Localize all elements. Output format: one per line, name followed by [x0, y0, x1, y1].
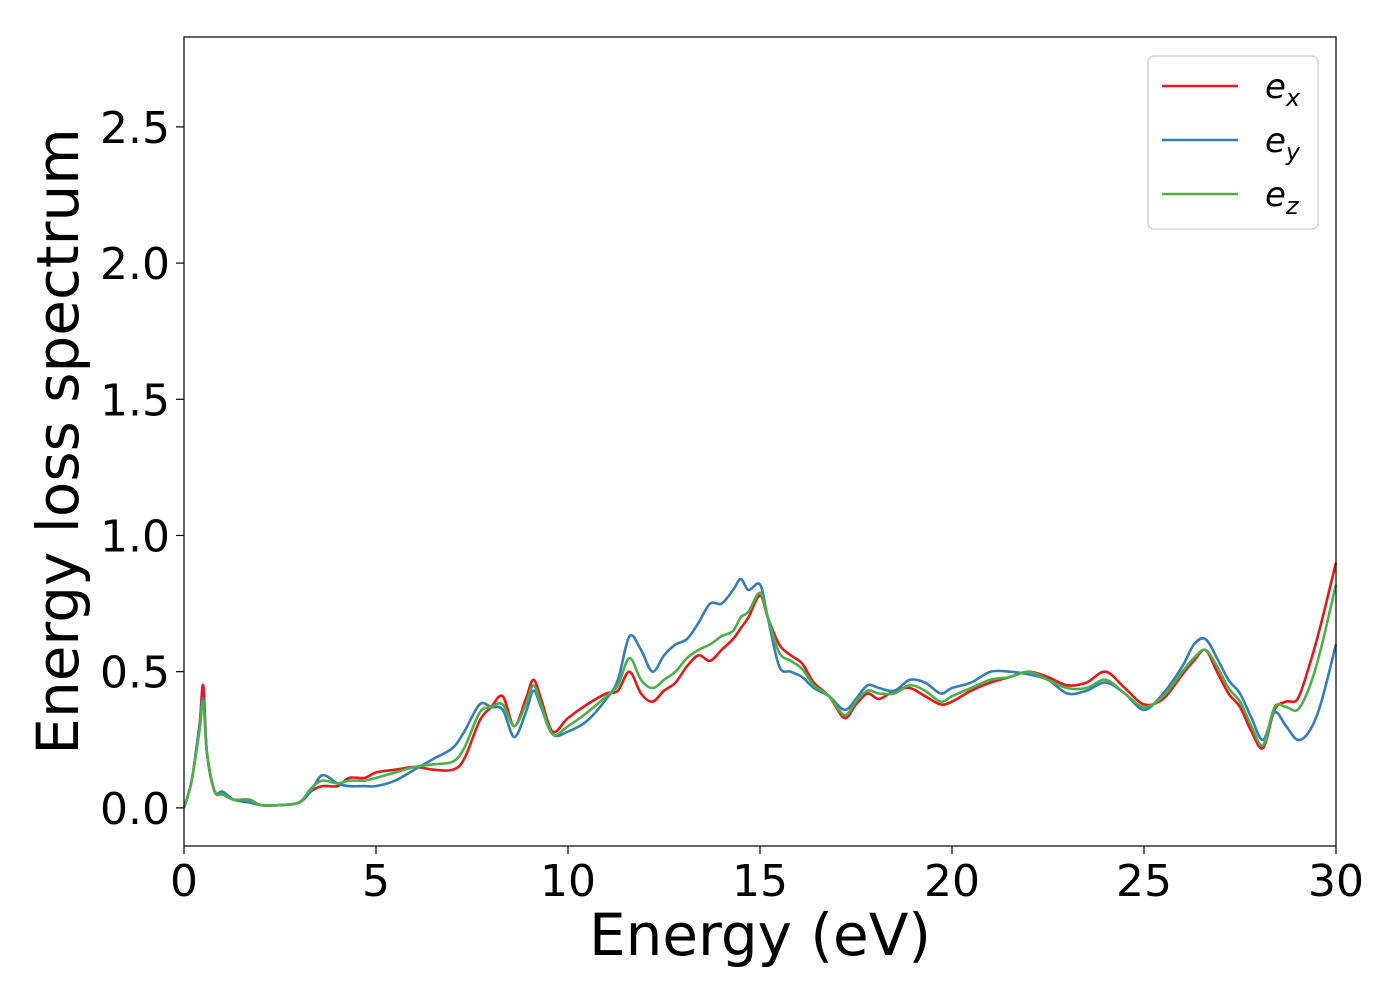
x-tick-label: 10: [540, 856, 596, 907]
x-tick-label: 20: [924, 856, 980, 907]
y-tick-label: 2.0: [100, 239, 170, 290]
legend-label-z: ez: [1265, 175, 1300, 220]
series-line-z: [182, 584, 1338, 809]
series-line-y: [182, 577, 1338, 809]
x-tick-label: 25: [1116, 856, 1172, 907]
series-line-x: [182, 562, 1338, 809]
legend-label-x: ex: [1265, 67, 1301, 112]
y-tick-label: 1.5: [100, 375, 170, 426]
x-axis-title: Energy (eV): [589, 901, 931, 969]
x-tick-label: 5: [362, 856, 390, 907]
y-axis-ticks: 0.0 0.5 1.0 1.5 2.0 2.5: [100, 103, 184, 835]
series-lines: [182, 562, 1338, 809]
y-tick-label: 0.5: [100, 648, 170, 699]
plot-area-frame: [183, 36, 1337, 847]
x-axis-ticks: 0 5 10 15 20 25 30: [170, 846, 1364, 907]
y-axis-title: Energy loss spectrum: [24, 128, 92, 754]
y-tick-label: 2.5: [100, 103, 170, 154]
y-tick-label: 0.0: [100, 784, 170, 835]
x-tick-label: 30: [1308, 856, 1364, 907]
y-tick-label: 1.0: [100, 511, 170, 562]
legend: ex ey ez: [1147, 55, 1319, 230]
legend-label-y: ey: [1265, 121, 1301, 166]
x-tick-label: 15: [732, 856, 788, 907]
x-tick-label: 0: [170, 856, 198, 907]
legend-box: [1147, 55, 1319, 230]
